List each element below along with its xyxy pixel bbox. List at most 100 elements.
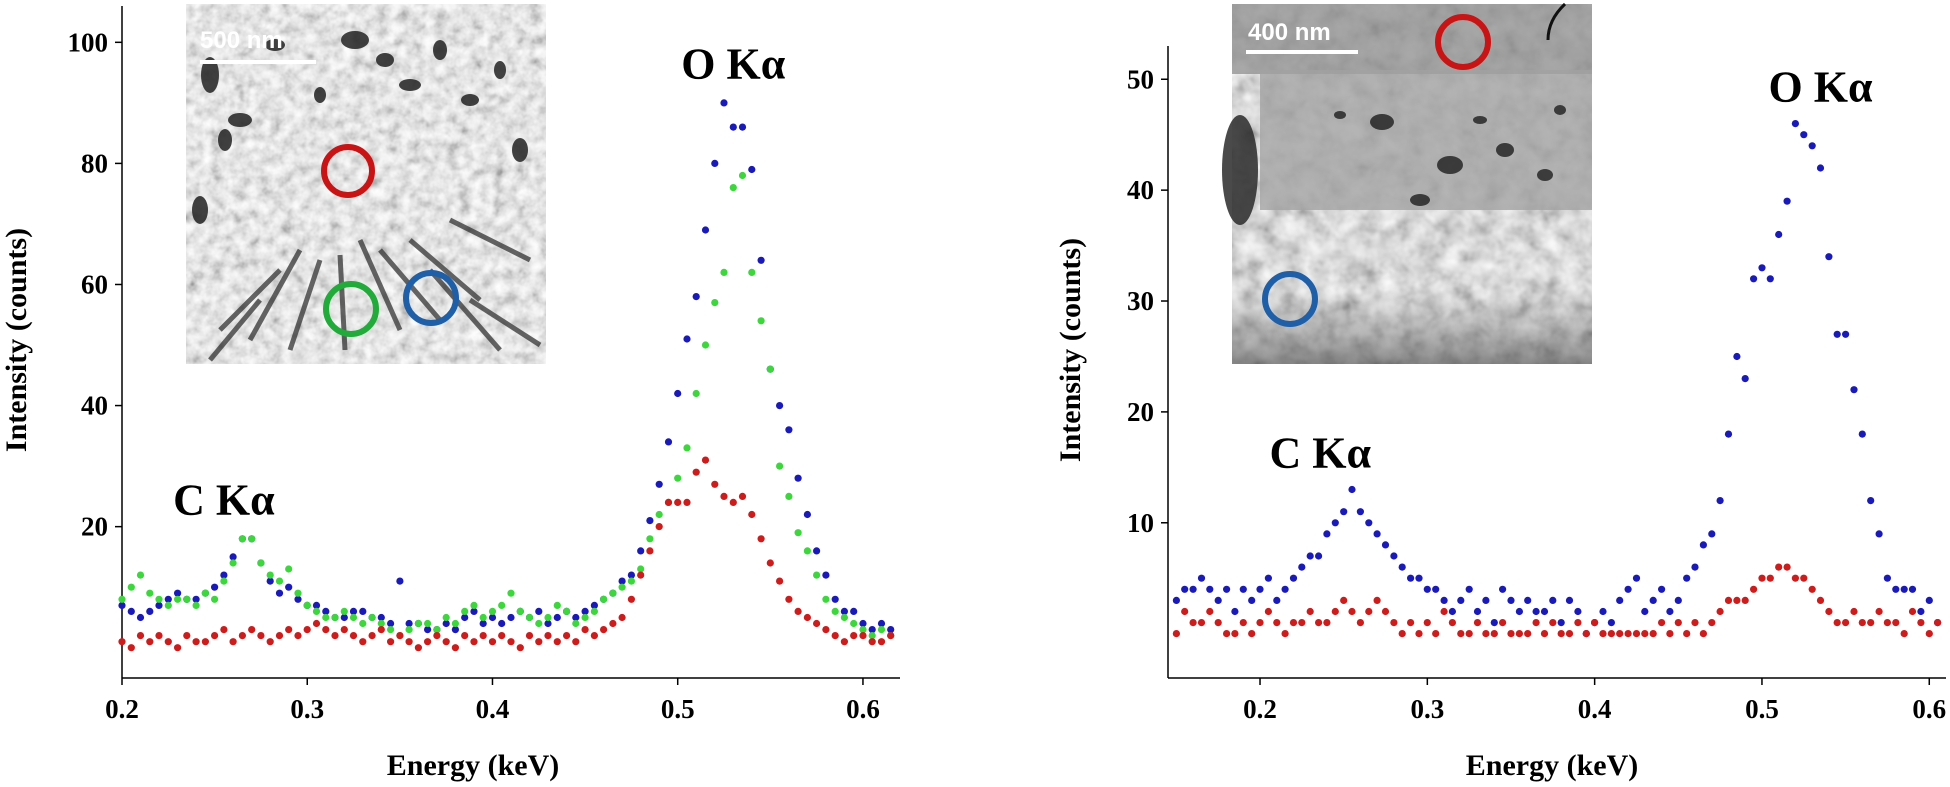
data-point-green xyxy=(850,619,858,628)
data-point-red xyxy=(525,632,534,640)
data-point-green xyxy=(229,559,237,567)
data-point-blue xyxy=(720,99,728,107)
data-point-red xyxy=(1658,619,1666,627)
plot-b-axes: 0.2 0.3 0.4 0.5 0.6 10 20 30 40 50 Intensity (cou… xyxy=(1054,46,1946,782)
data-point-blue xyxy=(1557,619,1565,627)
data-point-red xyxy=(859,632,867,640)
data-point-blue xyxy=(581,607,589,616)
data-point-red xyxy=(1440,607,1448,616)
data-point-blue xyxy=(840,607,849,616)
plot-b-annotations: C Kα O Kα xyxy=(1269,62,1872,477)
data-point-green xyxy=(757,317,765,325)
data-point-blue xyxy=(692,293,700,301)
data-point-red xyxy=(155,632,163,640)
data-point-red xyxy=(1197,619,1206,627)
plot-a-ylabel: Intensity (counts) xyxy=(0,228,33,452)
data-point-blue xyxy=(1607,619,1615,627)
data-point-red xyxy=(850,632,858,640)
data-point-green xyxy=(349,613,358,622)
data-point-green xyxy=(572,619,580,628)
data-point-blue xyxy=(136,613,145,622)
data-point-blue xyxy=(1281,585,1289,593)
data-point-red xyxy=(1908,607,1917,616)
data-point-red xyxy=(887,632,895,640)
data-point-red xyxy=(183,632,191,640)
data-point-blue xyxy=(470,607,478,616)
data-point-blue xyxy=(1900,585,1908,593)
data-point-red xyxy=(1214,619,1222,627)
marker-red-circle xyxy=(321,144,375,198)
data-point-blue xyxy=(701,226,710,234)
inset-b-crack xyxy=(1546,2,1567,41)
data-point-blue xyxy=(155,601,163,610)
data-point-green xyxy=(609,589,617,597)
plot-b-xtick-label: 0.6 xyxy=(1912,694,1946,724)
data-point-red xyxy=(1683,630,1691,638)
data-point-red xyxy=(1473,619,1482,627)
data-point-blue xyxy=(1490,619,1498,627)
data-point-red xyxy=(1223,630,1231,638)
data-point-blue xyxy=(1206,585,1214,593)
data-point-red xyxy=(377,626,385,634)
data-point-blue xyxy=(424,626,432,634)
data-point-blue xyxy=(1574,607,1582,616)
data-point-red xyxy=(868,638,876,646)
data-point-blue xyxy=(164,595,172,603)
data-point-blue xyxy=(1733,352,1741,361)
data-point-blue xyxy=(1842,330,1850,338)
data-point-green xyxy=(498,601,506,610)
data-point-green xyxy=(359,619,367,628)
data-point-red xyxy=(1306,607,1314,616)
data-point-blue xyxy=(535,607,543,616)
data-point-red xyxy=(1741,596,1749,605)
data-point-blue xyxy=(1189,585,1197,593)
data-point-blue xyxy=(294,595,302,603)
data-point-red xyxy=(1649,630,1657,638)
data-point-blue xyxy=(451,626,459,634)
data-point-red xyxy=(1515,630,1523,638)
data-point-red xyxy=(1917,619,1925,627)
data-point-green xyxy=(507,589,515,597)
data-point-red xyxy=(1775,563,1783,571)
plot-a-annotations: C Kα O Kα xyxy=(173,40,786,525)
inset-a-scale-label: 500 nm xyxy=(200,27,283,54)
data-point-green xyxy=(720,268,728,276)
plot-b-xtick-label: 0.2 xyxy=(1243,694,1277,724)
data-point-green xyxy=(461,607,469,616)
data-point-red xyxy=(1674,619,1682,627)
data-point-blue xyxy=(1741,375,1749,383)
data-point-blue xyxy=(1407,574,1415,582)
data-point-red xyxy=(1239,619,1247,627)
data-point-blue xyxy=(377,613,385,622)
data-point-red xyxy=(1532,619,1540,627)
data-point-blue xyxy=(572,613,580,622)
data-point-green xyxy=(340,607,348,616)
data-point-blue xyxy=(1800,131,1808,139)
plot-a-xtick-label: 0.4 xyxy=(476,694,510,724)
data-point-blue xyxy=(544,619,552,628)
data-point-red xyxy=(488,638,497,646)
data-point-red xyxy=(692,468,700,476)
data-point-red xyxy=(1189,619,1197,627)
data-point-red xyxy=(785,595,793,603)
data-point-blue xyxy=(498,619,506,628)
inset-b-scale-label: 400 nm xyxy=(1248,19,1331,46)
data-point-red xyxy=(146,638,154,646)
data-point-green xyxy=(637,565,645,573)
data-point-red xyxy=(840,638,849,646)
data-point-green xyxy=(127,583,135,591)
data-point-blue xyxy=(1172,596,1180,605)
data-point-red xyxy=(396,632,404,640)
plot-b-xtick-label: 0.3 xyxy=(1410,694,1444,724)
data-point-red xyxy=(238,632,246,640)
data-point-red xyxy=(1231,630,1239,638)
data-point-red xyxy=(136,632,145,640)
data-point-green xyxy=(294,589,302,597)
data-point-blue xyxy=(1239,585,1247,593)
data-point-blue xyxy=(1214,596,1222,605)
data-point-blue xyxy=(349,607,358,616)
peak-label: C Kα xyxy=(173,476,275,525)
data-point-red xyxy=(711,480,719,488)
data-point-red xyxy=(1323,619,1331,627)
data-point-blue xyxy=(627,571,636,579)
